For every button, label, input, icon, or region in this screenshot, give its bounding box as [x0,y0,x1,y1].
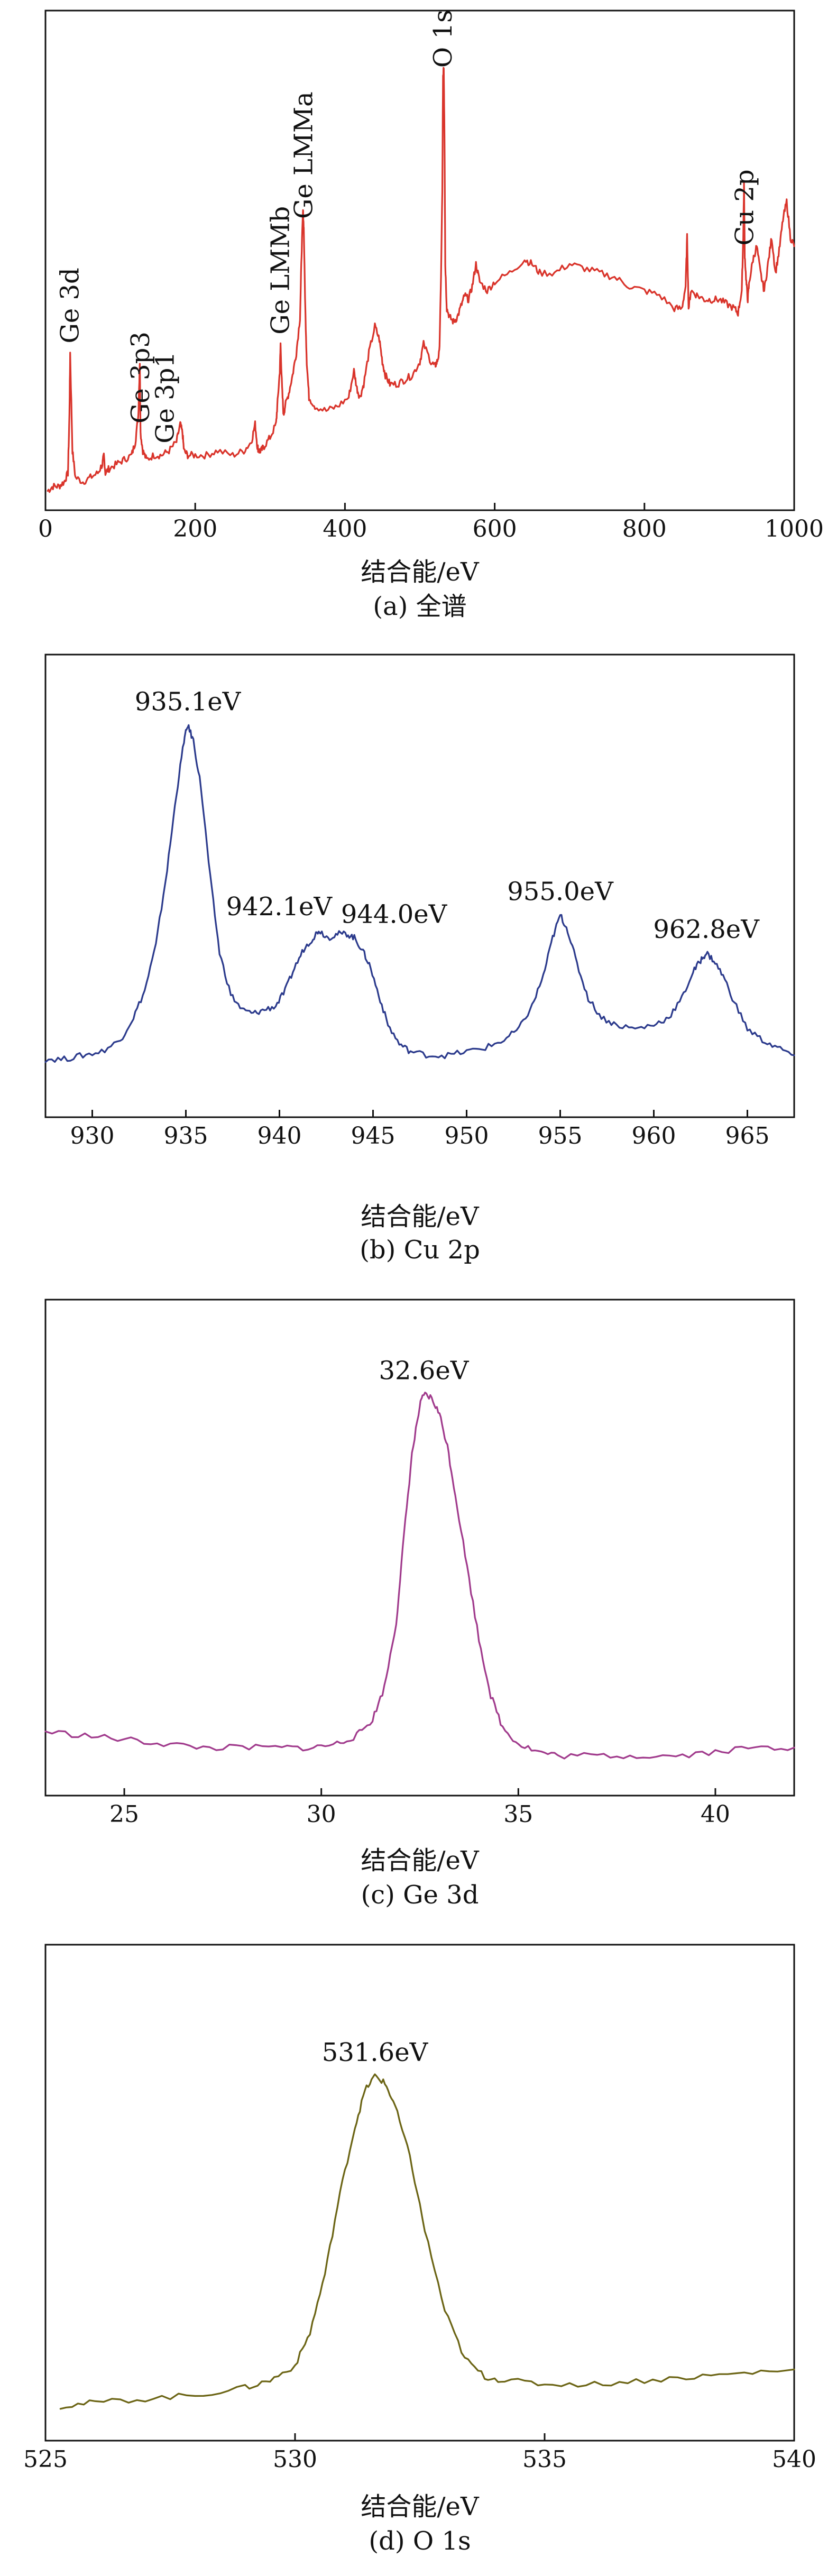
series-line-ge3d [44,1392,795,1760]
x-axis-label-o1s: 结合能/eV [361,2492,480,2522]
series-cu2p [44,724,795,1063]
x-tick-label: 965 [725,1123,770,1149]
x-tick-label: 200 [173,516,217,542]
peak-label: 962.8eV [653,915,760,944]
x-ticks-survey: 0 200 400 600 800 1000 [38,503,824,542]
x-tick-label: 950 [445,1123,489,1149]
series-line-o1s [59,2073,795,2410]
x-tick-label: 935 [164,1123,208,1149]
series-line-survey [47,67,795,493]
caption-o1s: (d) O 1s [369,2526,471,2556]
peak-label: O 1s [428,10,458,68]
x-tick-label: 0 [38,516,53,542]
x-tick-label: 525 [23,2446,68,2473]
peak-label: 32.6eV [379,1356,469,1386]
caption-ge3d: (c) Ge 3d [361,1880,479,1910]
peak-label: Ge 3d [56,268,85,343]
peak-label: 531.6eV [322,2038,429,2067]
peak-label: 955.0eV [507,877,614,906]
x-axis-label-ge3d: 结合能/eV [361,1846,480,1875]
peak-label: 942.1eV [226,892,333,922]
x-tick-label: 940 [257,1123,302,1149]
x-tick-label: 955 [538,1123,583,1149]
plot-frame-cu2p [44,654,795,1118]
x-tick-label: 30 [307,1801,336,1828]
plot-frame-ge3d [44,1299,795,1797]
x-tick-label: 40 [701,1801,730,1828]
x-ticks-cu2p: 930 935 940 945 950 955 960 965 [70,1110,770,1149]
peak-label: Ge 3p3 [126,332,155,424]
x-axis-label-cu2p: 结合能/eV [361,1202,480,1231]
x-tick-label: 540 [772,2446,816,2473]
x-tick-label: 25 [109,1801,139,1828]
peak-labels-ge3d: 32.6eV [379,1356,469,1386]
series-survey [47,67,795,493]
peak-labels-o1s: 531.6eV [322,2038,429,2067]
x-tick-label: 1000 [765,516,824,542]
peak-label: Ge LMMa [289,91,319,219]
x-axis-label-survey: 结合能/eV [361,557,480,587]
plot-frame-survey [44,10,795,511]
caption-cu2p: (b) Cu 2p [360,1235,480,1265]
x-tick-label: 600 [473,516,517,542]
x-tick-label: 530 [273,2446,317,2473]
x-tick-label: 400 [323,516,367,542]
peak-labels-cu2p: 935.1eV 942.1eV 944.0eV 955.0eV 962.8eV [135,687,760,945]
caption-survey: (a) 全谱 [373,592,466,621]
plot-frame-o1s [44,1944,795,2442]
series-ge3d [44,1392,795,1760]
x-ticks-ge3d: 25 30 35 40 [109,1788,730,1828]
panel-ge3d: 25 30 35 40 32.6eV 结合能/eV (c) Ge 3d [44,1299,795,1910]
x-tick-label: 930 [70,1123,115,1149]
peak-label: Cu 2p [730,169,760,245]
x-tick-label: 535 [522,2446,567,2473]
peak-label: Ge LMMb [266,206,296,335]
panel-o1s: 525 530 535 540 531.6eV 结合能/eV (d) O 1s [23,1944,816,2556]
series-o1s [59,2073,795,2410]
peak-label: Ge 3p1 [151,352,180,444]
x-tick-label: 800 [622,516,667,542]
peak-label: 935.1eV [135,687,242,717]
series-line-cu2p [44,724,795,1063]
x-tick-label: 35 [503,1801,533,1828]
x-ticks-o1s: 525 530 535 540 [23,2433,816,2473]
peak-label: 944.0eV [341,900,448,930]
x-tick-label: 945 [351,1123,395,1149]
x-tick-label: 960 [632,1123,676,1149]
